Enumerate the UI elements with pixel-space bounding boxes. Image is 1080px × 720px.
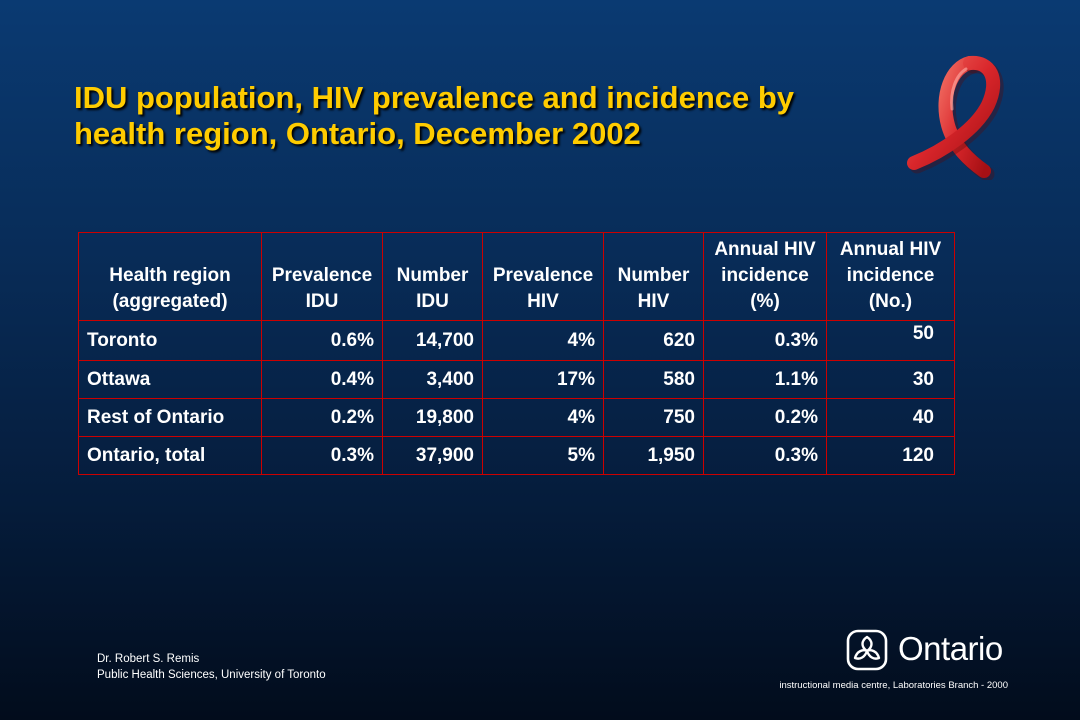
author-name: Dr. Robert S. Remis — [97, 653, 200, 665]
slide-title: IDU population, HIV prevalence and incid… — [74, 80, 894, 152]
table-row-ontario-total: Ontario, total 0.3% 37,900 5% 1,950 0.3%… — [78, 436, 955, 475]
cell-incidence-percent: 1.1% — [703, 360, 827, 399]
header-text: HIV — [637, 291, 670, 312]
header-text: incidence — [721, 265, 809, 286]
header-text: Number — [617, 265, 690, 286]
table-header-row: Health region (aggregated) Prevalence ID… — [78, 232, 955, 321]
cell-prevalence-idu: 0.3% — [261, 436, 383, 475]
header-text: Number — [396, 265, 469, 286]
cell-prevalence-hiv: 17% — [482, 360, 604, 399]
cell-prevalence-hiv: 4% — [482, 398, 604, 437]
trillium-icon — [846, 629, 888, 671]
cell-number-idu: 14,700 — [382, 320, 483, 361]
table-row-rest-of-ontario: Rest of Ontario 0.2% 19,800 4% 750 0.2% … — [78, 398, 955, 437]
header-text: (No.) — [868, 291, 913, 312]
column-header-incidence-percent: Annual HIV incidence (%) — [703, 232, 827, 321]
column-header-health-region: Health region (aggregated) — [78, 232, 262, 321]
cell-prevalence-idu: 0.2% — [261, 398, 383, 437]
slide-title-line-1: IDU population, HIV prevalence and incid… — [74, 80, 795, 115]
column-header-prevalence-hiv: Prevalence HIV — [482, 232, 604, 321]
cell-health-region: Ottawa — [78, 360, 262, 399]
cell-number-idu: 19,800 — [382, 398, 483, 437]
header-text: IDU — [305, 291, 339, 312]
cell-prevalence-idu: 0.4% — [261, 360, 383, 399]
table-row-toronto: Toronto 0.6% 14,700 4% 620 0.3% 50 — [78, 320, 955, 361]
cell-incidence-percent: 0.3% — [703, 320, 827, 361]
cell-number-hiv: 750 — [603, 398, 704, 437]
header-text: Annual HIV — [839, 239, 942, 260]
header-text: IDU — [416, 291, 449, 312]
cell-number-hiv: 580 — [603, 360, 704, 399]
header-text: HIV — [527, 291, 559, 312]
author-affiliation: Public Health Sciences, University of To… — [97, 669, 326, 681]
column-header-incidence-number: Annual HIV incidence (No.) — [826, 232, 955, 321]
header-text: Health region — [109, 265, 231, 286]
cell-incidence-number: 30 — [826, 360, 955, 399]
cell-prevalence-hiv: 5% — [482, 436, 604, 475]
table-row-ottawa: Ottawa 0.4% 3,400 17% 580 1.1% 30 — [78, 360, 955, 399]
column-header-prevalence-idu: Prevalence IDU — [261, 232, 383, 321]
cell-health-region: Toronto — [78, 320, 262, 361]
cell-incidence-percent: 0.3% — [703, 436, 827, 475]
header-text: incidence — [846, 265, 935, 286]
cell-number-hiv: 620 — [603, 320, 704, 361]
cell-incidence-number: 40 — [826, 398, 955, 437]
header-text: Prevalence — [271, 265, 373, 286]
header-text: (aggregated) — [112, 291, 228, 312]
column-header-number-idu: Number IDU — [382, 232, 483, 321]
cell-prevalence-idu: 0.6% — [261, 320, 383, 361]
column-header-number-hiv: Number HIV — [603, 232, 704, 321]
media-centre-credit: instructional media centre, Laboratories… — [779, 680, 1008, 691]
author-credit: Dr. Robert S. Remis Public Health Scienc… — [97, 651, 326, 683]
ontario-wordmark: Ontario — [898, 630, 1003, 667]
cell-incidence-number: 50 — [826, 320, 955, 361]
data-table: Health region (aggregated) Prevalence ID… — [78, 232, 955, 475]
cell-health-region: Ontario, total — [78, 436, 262, 475]
header-text: Prevalence — [492, 265, 594, 286]
cell-number-hiv: 1,950 — [603, 436, 704, 475]
ontario-logo: Ontario — [846, 628, 1021, 676]
header-text: (%) — [750, 291, 780, 312]
cell-incidence-number: 120 — [826, 436, 955, 475]
slide-title-line-2: health region, Ontario, December 2002 — [74, 116, 641, 151]
cell-prevalence-hiv: 4% — [482, 320, 604, 361]
cell-number-idu: 37,900 — [382, 436, 483, 475]
red-ribbon-icon — [907, 55, 1004, 180]
cell-incidence-percent: 0.2% — [703, 398, 827, 437]
cell-health-region: Rest of Ontario — [78, 398, 262, 437]
header-text: Annual HIV — [714, 239, 816, 260]
cell-number-idu: 3,400 — [382, 360, 483, 399]
